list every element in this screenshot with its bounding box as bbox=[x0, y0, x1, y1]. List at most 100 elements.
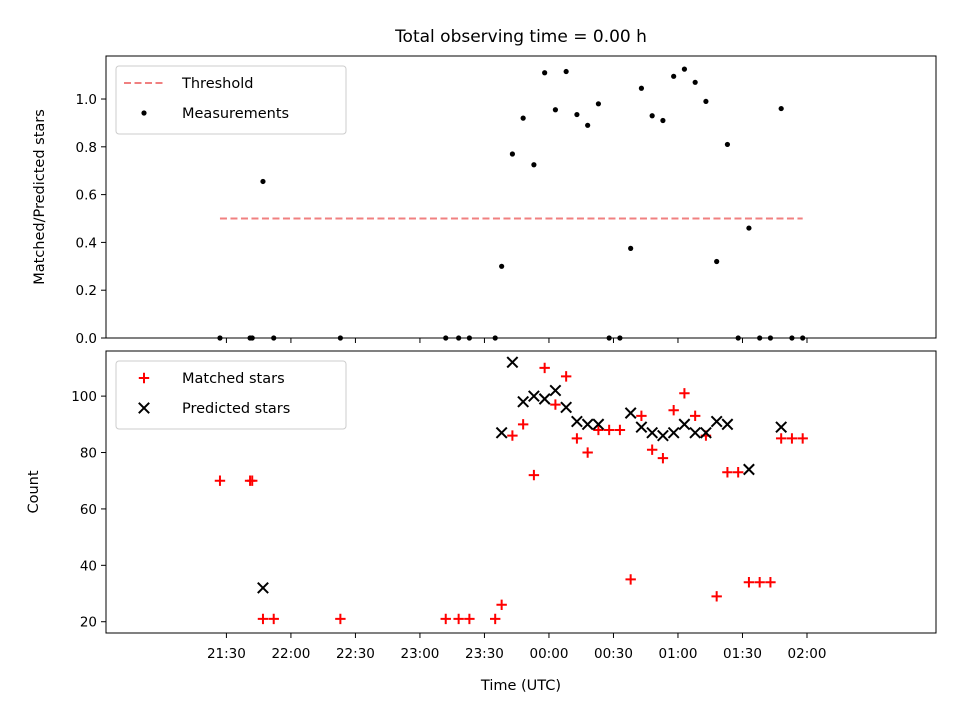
data-point-dot bbox=[595, 101, 602, 107]
data-point-dot bbox=[681, 66, 688, 72]
data-point-plus-stroke bbox=[257, 613, 269, 625]
bottom-y-tick-label: 20 bbox=[80, 615, 97, 631]
data-point-plus bbox=[335, 613, 346, 625]
data-point-plus-stroke bbox=[440, 613, 451, 625]
data-point-dot bbox=[260, 178, 266, 185]
data-point-x bbox=[538, 393, 551, 405]
data-point-x bbox=[721, 418, 734, 431]
data-point-x-stroke bbox=[710, 415, 723, 428]
top-legend-box bbox=[115, 65, 347, 135]
data-point-plus bbox=[711, 591, 722, 602]
data-point-dot bbox=[671, 73, 677, 79]
data-point-plus bbox=[247, 475, 258, 486]
data-point-plus bbox=[625, 574, 636, 585]
bottom-y-tick-label: 60 bbox=[80, 502, 97, 518]
x-tick-label: 21:30 bbox=[207, 646, 246, 662]
data-point-dot bbox=[735, 335, 741, 341]
data-point-plus-stroke bbox=[335, 613, 346, 625]
data-point-plus bbox=[582, 447, 593, 458]
data-point-plus-stroke bbox=[214, 475, 226, 486]
data-point-dot bbox=[585, 122, 591, 128]
top-y-tick-label: 0.6 bbox=[76, 188, 97, 204]
data-point-x-stroke bbox=[646, 426, 659, 439]
data-point-x-stroke bbox=[506, 356, 519, 369]
data-point-plus bbox=[440, 613, 451, 625]
x-tick-label: 00:30 bbox=[594, 646, 633, 662]
data-point-x bbox=[581, 418, 594, 431]
data-point-plus bbox=[636, 410, 647, 422]
data-point-plus-stroke bbox=[636, 410, 647, 422]
data-point-plus-stroke bbox=[646, 444, 658, 455]
bottom-legend-box bbox=[115, 360, 347, 430]
data-point-x bbox=[570, 415, 583, 428]
data-point-plus bbox=[571, 433, 583, 444]
data-point-x bbox=[624, 407, 637, 419]
top-legend: Threshold Measurements bbox=[115, 65, 347, 135]
data-point-plus bbox=[646, 444, 658, 455]
data-point-plus bbox=[679, 388, 690, 399]
data-point-x-stroke bbox=[721, 418, 734, 431]
data-point-dot bbox=[531, 162, 537, 168]
bottom-series-plus bbox=[214, 362, 808, 625]
data-point-plus bbox=[489, 613, 501, 625]
top-y-axis-label: Matched/Predicted stars bbox=[32, 109, 48, 285]
data-point-x-stroke bbox=[624, 407, 637, 419]
data-point-x bbox=[678, 418, 691, 431]
data-point-x-stroke bbox=[743, 463, 755, 476]
data-point-x bbox=[667, 426, 680, 439]
data-point-plus-stroke bbox=[711, 591, 722, 602]
x-tick-label: 01:30 bbox=[723, 646, 762, 662]
data-point-x bbox=[646, 426, 659, 439]
data-point-x-stroke bbox=[495, 426, 508, 439]
data-point-dot bbox=[456, 335, 462, 341]
legend-label: Matched stars bbox=[182, 371, 285, 387]
data-point-x-stroke bbox=[581, 418, 594, 431]
data-point-x-stroke bbox=[635, 421, 648, 434]
top-y-tick-label: 0.8 bbox=[76, 140, 97, 156]
bottom-panel-counts: 20 40 60 80 100 21:30 22:00 22:30 23:00 23:30 00:0… bbox=[26, 350, 937, 662]
data-point-dot bbox=[574, 111, 580, 118]
data-point-x-stroke bbox=[549, 384, 562, 397]
bottom-y-tick-label: 80 bbox=[80, 446, 97, 462]
legend-swatch-x-stroke bbox=[138, 402, 150, 414]
data-point-dot bbox=[606, 335, 612, 341]
bottom-y-tick-label: 100 bbox=[71, 389, 97, 405]
data-point-plus bbox=[722, 467, 733, 478]
data-point-plus bbox=[765, 577, 776, 588]
data-point-x-stroke bbox=[257, 581, 269, 594]
x-axis-label: Time (UTC) bbox=[480, 678, 561, 694]
data-point-x-stroke bbox=[592, 418, 605, 431]
data-point-dot bbox=[638, 85, 645, 91]
data-point-plus bbox=[614, 424, 626, 436]
data-point-plus-stroke bbox=[528, 469, 540, 481]
data-point-plus-stroke bbox=[743, 577, 755, 588]
data-point-x-stroke bbox=[560, 401, 573, 414]
data-point-plus-stroke bbox=[571, 433, 583, 444]
data-point-x-stroke bbox=[667, 426, 680, 439]
data-point-plus-stroke bbox=[679, 388, 690, 399]
data-point-dot bbox=[337, 335, 343, 341]
data-point-x bbox=[257, 581, 269, 594]
legend-swatch-plus-stroke bbox=[138, 372, 150, 384]
data-point-plus-stroke bbox=[625, 574, 636, 585]
data-point-plus-stroke bbox=[582, 447, 593, 458]
data-point-dot bbox=[703, 98, 709, 105]
data-point-dot bbox=[714, 258, 720, 265]
data-point-plus bbox=[657, 452, 669, 464]
data-point-dot bbox=[271, 335, 277, 341]
legend-swatch-x bbox=[138, 402, 150, 414]
legend-swatch-dot bbox=[141, 110, 147, 116]
data-point-dot bbox=[217, 335, 223, 341]
data-point-plus-stroke bbox=[550, 399, 561, 410]
top-y-tick-label: 1.0 bbox=[76, 92, 97, 108]
data-point-x bbox=[635, 421, 648, 434]
x-tick-label: 22:30 bbox=[336, 646, 375, 662]
data-point-plus-stroke bbox=[722, 467, 733, 478]
legend-label: Predicted stars bbox=[182, 401, 290, 417]
data-point-plus-stroke bbox=[517, 419, 529, 430]
data-point-plus-stroke bbox=[689, 410, 701, 422]
data-point-plus bbox=[560, 371, 572, 382]
top-y-tick-label: 0.2 bbox=[76, 283, 97, 299]
data-point-plus-stroke bbox=[765, 577, 776, 588]
data-point-plus-stroke bbox=[464, 613, 475, 625]
